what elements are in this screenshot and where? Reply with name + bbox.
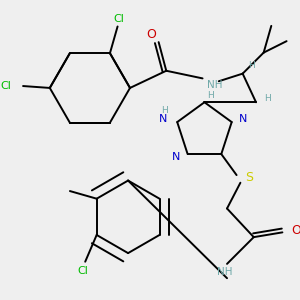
Text: N: N [159, 114, 168, 124]
Text: N: N [239, 114, 248, 124]
Text: Cl: Cl [113, 14, 124, 24]
Text: H: H [264, 94, 270, 103]
Text: NH: NH [207, 80, 223, 90]
Text: Cl: Cl [1, 81, 12, 91]
Text: Cl: Cl [78, 266, 89, 276]
Text: O: O [291, 224, 300, 237]
Text: S: S [245, 171, 253, 184]
Text: N: N [172, 152, 180, 162]
Text: H: H [248, 61, 255, 70]
Text: O: O [146, 28, 156, 41]
Text: H: H [161, 106, 168, 115]
Text: NH: NH [218, 266, 233, 277]
Text: H: H [207, 91, 214, 100]
